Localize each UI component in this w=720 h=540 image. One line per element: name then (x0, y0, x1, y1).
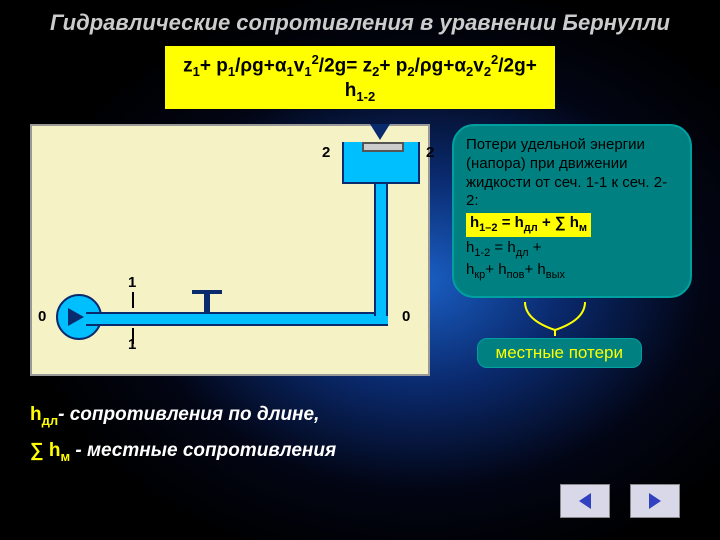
legend-text: - местные сопротивления (75, 440, 336, 461)
horizontal-pipe (86, 312, 388, 326)
legend-row: hдл- сопротивления по длине, (30, 404, 336, 428)
inlet-arrow-icon (370, 124, 390, 140)
info-callout: Потери удельной энергии (напора) при дви… (452, 124, 692, 298)
valve-icon (192, 292, 222, 314)
label-zero-right: 0 (402, 308, 410, 325)
hydraulic-diagram: 0 0 1 1 2 2 (30, 124, 430, 376)
tank (342, 142, 420, 184)
chevron-left-icon (573, 489, 597, 513)
local-losses-label: местные потери (477, 338, 643, 368)
section-tick (132, 292, 134, 308)
loss-equation-highlight: h1–2 = hдл + ∑ hм (466, 213, 591, 237)
label-two-right: 2 (426, 144, 434, 161)
next-button[interactable] (630, 484, 680, 518)
legend-row: ∑ hм - местные сопротивления (30, 440, 336, 464)
flow-arrow-icon (68, 308, 84, 326)
section-tick (132, 328, 134, 344)
info-text: Потери удельной энергии (напора) при дви… (466, 136, 678, 211)
slide-title: Гидравлические сопротивления в уравнении… (0, 0, 720, 42)
chevron-right-icon (643, 489, 667, 513)
bernoulli-equation: z1+ p1/ρg+α1v12/2g= z2+ p2/ρg+α2v22/2g+ … (165, 46, 555, 109)
label-one-top: 1 (128, 274, 136, 291)
tank-lid (362, 142, 404, 152)
callout-connector (520, 300, 590, 338)
info-eq-expanded-2: hкр+ hпов+ hвых (466, 261, 678, 283)
legend-text: - сопротивления по длине, (58, 404, 319, 425)
info-eq-expanded: h1-2 = hдл + (466, 239, 678, 261)
prev-button[interactable] (560, 484, 610, 518)
label-two-left: 2 (322, 144, 330, 161)
label-zero-left: 0 (38, 308, 46, 325)
vertical-pipe (374, 176, 388, 316)
legend: hдл- сопротивления по длине, ∑ hм - мест… (30, 404, 336, 476)
